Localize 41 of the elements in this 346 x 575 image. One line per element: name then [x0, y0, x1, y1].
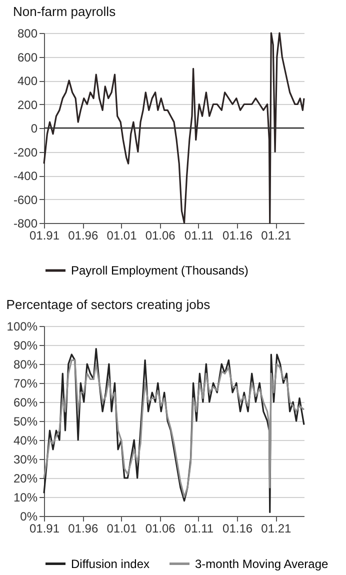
x-tick-label: 01.11 — [184, 228, 214, 242]
x-tick-label: 01.16 — [222, 228, 253, 242]
y-tick-label: 400 — [17, 74, 38, 88]
x-tick-label: 01.01 — [106, 228, 138, 242]
y-tick-label: 60% — [13, 396, 38, 410]
chart-title: Non-farm payrolls — [12, 4, 116, 19]
x-tick-label: 01.06 — [145, 228, 176, 242]
x-tick-label: 01.96 — [68, 522, 98, 536]
x-tick-label: 01.06 — [145, 522, 176, 536]
y-tick-label: -200 — [13, 145, 38, 160]
x-tick-label: 01.91 — [29, 228, 60, 242]
x-tick-label: 01.16 — [222, 522, 253, 536]
x-tick-label: 01.91 — [29, 522, 60, 536]
y-tick-label: 0 — [30, 122, 38, 136]
y-tick-label: 10% — [13, 490, 38, 504]
y-tick-label: 0% — [20, 510, 38, 524]
y-tick-label: 40% — [13, 434, 38, 448]
legend-label: Diffusion index — [71, 556, 150, 571]
y-tick-label: 800 — [17, 26, 38, 40]
legend-label: 3-month Moving Average — [195, 556, 329, 571]
y-tick-label: 200 — [17, 98, 38, 112]
y-tick-label: 600 — [17, 50, 38, 64]
y-tick-label: 50% — [13, 414, 38, 428]
x-tick-label: 01.96 — [68, 228, 98, 242]
line-series — [43, 359, 305, 498]
x-tick-label: 01.01 — [106, 522, 138, 536]
x-tick-label: 01.21 — [261, 522, 292, 536]
x-tick-label: 01.21 — [261, 228, 292, 242]
y-tick-label: -400 — [13, 169, 38, 183]
y-tick-label: 80% — [13, 358, 38, 372]
line-series — [43, 348, 305, 513]
y-tick-label: -800 — [13, 216, 38, 230]
chart-title: Percentage of sectors creating jobs — [6, 297, 211, 312]
y-tick-label: 20% — [13, 472, 38, 486]
y-tick-label: 70% — [13, 376, 38, 390]
x-tick-label: 01.11 — [184, 522, 214, 536]
y-tick-label: -600 — [13, 192, 38, 207]
y-tick-label: 100% — [6, 320, 38, 334]
y-tick-label: 30% — [13, 452, 38, 466]
y-tick-label: 90% — [13, 338, 38, 352]
legend-label: Payroll Employment (Thousands) — [71, 264, 248, 278]
